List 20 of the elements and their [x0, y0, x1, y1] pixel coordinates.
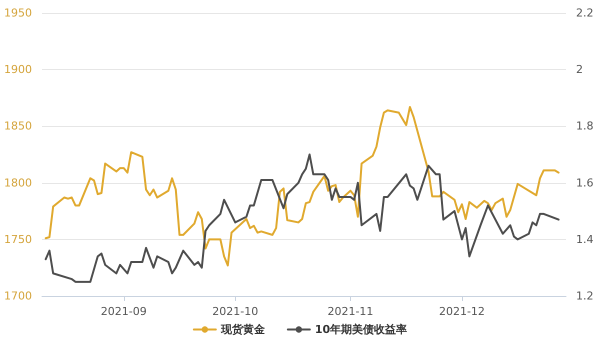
y-tick-label: 1950 [4, 6, 32, 20]
legend-label: 10年期美债收益率 [314, 323, 408, 336]
y2-tick-label: 1.8 [576, 120, 594, 133]
y2-tick-label: 2 [576, 63, 583, 76]
x-tick-label: 2021-11 [327, 305, 374, 318]
y2-tick-label: 1.4 [576, 232, 594, 246]
x-tick-label: 2021-10 [212, 305, 258, 318]
y2-tick-label: 1.6 [576, 176, 594, 190]
y-tick-label: 1750 [4, 232, 32, 246]
x-tick-label: 2021-09 [100, 305, 147, 318]
line-series [44, 106, 560, 266]
y-tick-label: 1700 [4, 290, 32, 302]
y-tick-label: 1800 [4, 176, 32, 190]
y2-tick-label: 1.2 [576, 290, 594, 302]
x-tick-label: 2021-12 [438, 305, 485, 318]
y-tick-label: 1900 [4, 63, 32, 76]
y2-tick-label: 2.2 [576, 6, 594, 20]
line-series [44, 154, 560, 283]
y-tick-label: 1850 [4, 120, 32, 133]
legend-label: 现货黄金 [220, 323, 266, 336]
